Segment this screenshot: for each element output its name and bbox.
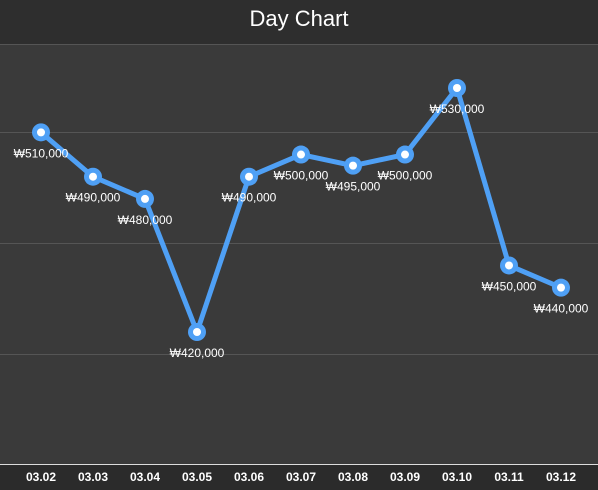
data-point-inner (453, 84, 461, 92)
x-axis-bar (0, 464, 598, 490)
x-tick-label: 03.08 (338, 470, 368, 484)
data-label: ₩450,000 (482, 279, 537, 293)
data-point-inner (505, 261, 513, 270)
data-point-inner (245, 172, 253, 181)
data-point-group (32, 123, 50, 142)
data-point-inner (89, 172, 97, 181)
plot-area (0, 44, 598, 464)
data-label: ₩490,000 (222, 191, 277, 205)
data-point-inner (193, 328, 201, 336)
x-tick-label: 03.04 (130, 470, 160, 484)
x-tick-label: 03.02 (26, 470, 56, 484)
series-line (38, 85, 564, 335)
data-point-inner (297, 150, 305, 159)
data-point-group (448, 79, 466, 97)
data-point-inner (401, 150, 409, 159)
data-point-group (552, 278, 570, 297)
x-tick-label: 03.07 (286, 470, 316, 484)
data-point-inner (37, 128, 45, 137)
data-label: ₩510,000 (14, 146, 69, 160)
x-tick-label: 03.03 (78, 470, 108, 484)
data-label: ₩440,000 (534, 302, 589, 316)
data-point-group (136, 189, 154, 208)
data-point-group (396, 145, 414, 164)
x-tick-label: 03.09 (390, 470, 420, 484)
data-point-group (292, 145, 310, 164)
x-tick-label: 03.06 (234, 470, 264, 484)
data-label: ₩490,000 (66, 191, 121, 205)
data-point-group (240, 167, 258, 186)
data-point-inner (349, 161, 357, 170)
data-point-inner (557, 283, 565, 292)
x-tick-label: 03.12 (546, 470, 576, 484)
x-tick-label: 03.11 (494, 470, 524, 484)
data-label: ₩420,000 (170, 346, 225, 360)
data-label: ₩530,000 (430, 102, 485, 116)
data-label: ₩480,000 (118, 213, 173, 227)
data-label: ₩500,000 (274, 169, 329, 183)
data-point-group (500, 256, 518, 275)
data-point-group (188, 323, 206, 341)
data-label: ₩500,000 (378, 169, 433, 183)
data-label: ₩495,000 (326, 180, 381, 194)
x-tick-label: 03.05 (182, 470, 212, 484)
chart-title: Day Chart (249, 6, 349, 31)
data-point-inner (141, 194, 149, 203)
data-point-group (84, 167, 102, 186)
x-tick-label: 03.10 (442, 470, 472, 484)
chart-header: Day Chart (0, 0, 598, 44)
data-point-group (344, 156, 362, 175)
